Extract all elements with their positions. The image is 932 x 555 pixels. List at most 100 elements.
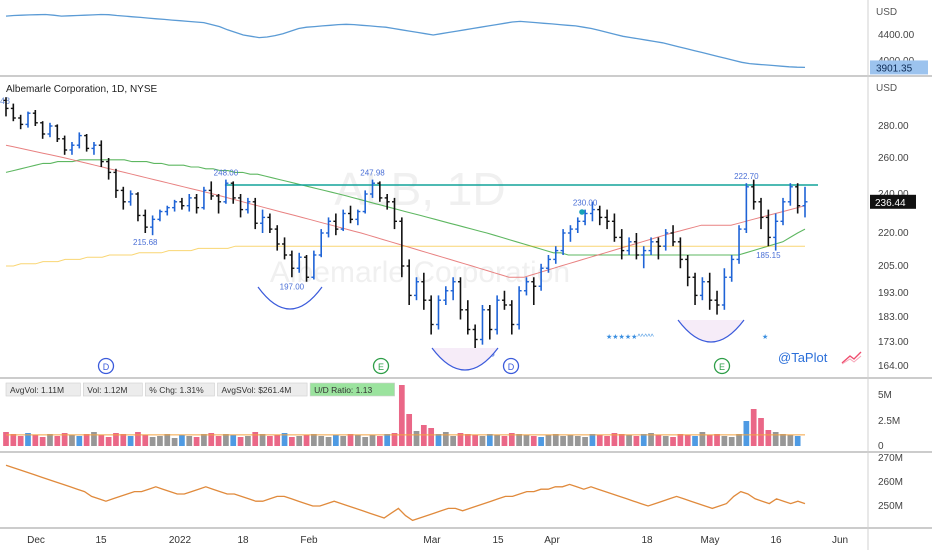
volume-bar: [325, 437, 332, 446]
stars-row: ★★★★★^^^^^: [606, 333, 655, 341]
x-tick-label: 15: [95, 535, 107, 546]
x-tick-label: May: [701, 535, 720, 546]
volume-bar: [721, 436, 728, 446]
price-bar: [208, 181, 214, 200]
volume-bar: [135, 432, 141, 446]
volume-bar: [303, 435, 310, 446]
price-bar: [685, 255, 691, 287]
price-axis: 280.00 260.00 240.00 220.00 205.00 193.00 183.…: [870, 121, 916, 372]
x-tick-label: Jun: [832, 535, 848, 546]
volume-tick-label: 0: [878, 441, 884, 452]
price-bar: [479, 305, 485, 345]
price-bar: [289, 250, 295, 278]
x-tick-label: 2022: [169, 535, 192, 546]
price-bar: [135, 192, 141, 222]
price-bar: [172, 199, 178, 212]
price-bar: [318, 229, 324, 258]
x-tick-label: Feb: [300, 535, 318, 546]
volume-bar: [728, 437, 735, 446]
volume-bar: [164, 434, 171, 446]
price-bar: [186, 194, 192, 212]
price-bar: [98, 140, 104, 167]
price-bar: [296, 252, 302, 273]
volume-stat-text: U/D Ratio: 1.13: [314, 385, 372, 395]
price-bar: [751, 179, 757, 210]
price-bar: [201, 186, 207, 210]
volume-bar: [54, 436, 61, 446]
price-bar: [765, 209, 771, 247]
price-bar: [62, 135, 68, 155]
volume-bar: [442, 432, 449, 446]
volume-bar: [149, 437, 156, 446]
volume-bar: [113, 433, 119, 446]
volume-bar: [347, 434, 354, 446]
volume-bar: [479, 436, 486, 446]
price-bar: [252, 197, 258, 230]
volume-bar: [706, 435, 713, 446]
price-bar: [545, 255, 551, 273]
volume-bar: [516, 434, 522, 446]
volume-bar: [47, 434, 53, 446]
price-bar: [311, 250, 317, 280]
volume-bar: [25, 433, 31, 446]
price-bar: [773, 213, 779, 251]
price-bar: [589, 201, 595, 222]
price-bar: [699, 277, 705, 301]
volume-bar: [10, 434, 17, 446]
price-bar: [435, 295, 441, 330]
volume-bar: [39, 437, 46, 446]
event-marker-letter: E: [378, 362, 384, 372]
volume-bar: [552, 434, 559, 446]
volume-bar: [142, 435, 149, 446]
price-bar: [802, 186, 808, 218]
price-bar: [106, 158, 112, 180]
symbol-title[interactable]: Albemarle Corporation, 1D, NYSE: [6, 84, 158, 95]
price-bar: [457, 277, 463, 320]
price-bar: [413, 277, 419, 301]
volume-bar: [362, 437, 369, 446]
volume-stat-text: AvgSVol: $261.4M: [222, 385, 292, 395]
x-tick-label: Dec: [27, 535, 45, 546]
volume-bar: [384, 434, 391, 446]
volume-bar: [17, 436, 24, 446]
last-price-value: 236.44: [875, 198, 906, 209]
volume-bar: [413, 431, 420, 446]
volume-bar: [589, 434, 596, 446]
signal-dot: [579, 209, 585, 215]
price-bar: [787, 183, 793, 206]
volume-bar: [626, 435, 632, 446]
volume-bar: [750, 409, 757, 446]
base-arc: [677, 319, 745, 343]
volume-bar: [486, 434, 493, 446]
price-bar: [76, 132, 82, 149]
volume-bar: [391, 433, 398, 446]
x-tick-label: 18: [641, 535, 653, 546]
price-bar: [582, 209, 588, 226]
volume-bar: [318, 436, 325, 446]
price-bar: [47, 122, 53, 138]
volume-bar: [501, 436, 508, 446]
price-bar: [795, 183, 801, 214]
volume-bar: [618, 434, 625, 446]
volume-bar: [633, 436, 640, 446]
volume-bar: [259, 434, 266, 446]
volume-bar: [267, 436, 273, 446]
volume-stats: AvgVol: 1.11M Vol: 1.12M % Chg: 1.31% AvgSV…: [5, 382, 395, 397]
pivot-label: 247.98: [360, 169, 385, 178]
volume-bar: [780, 434, 786, 446]
volume-bar: [230, 435, 237, 446]
brand-icon: [841, 351, 862, 365]
price-bar: [663, 229, 669, 251]
volume-bar: [193, 437, 200, 446]
event-marker: E: [713, 357, 731, 375]
watermark-ticker: ALB, 1D: [334, 163, 505, 215]
volume-bar: [179, 435, 185, 446]
volume-bar: [699, 432, 706, 446]
price-bar: [472, 324, 478, 350]
price-bar: [91, 142, 97, 155]
price-bar: [113, 168, 119, 198]
volume-bar: [98, 435, 105, 446]
